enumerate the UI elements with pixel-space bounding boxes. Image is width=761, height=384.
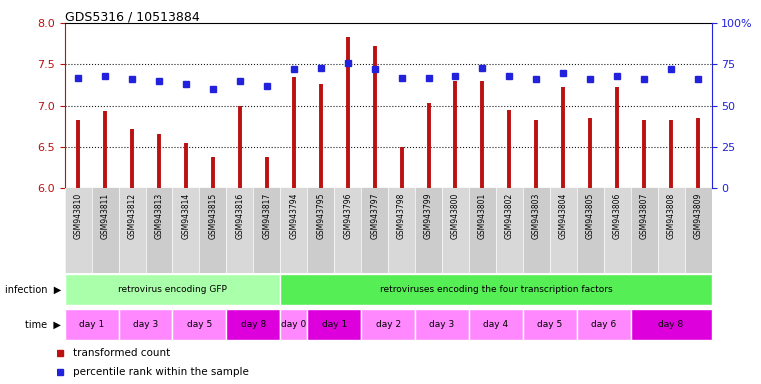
Bar (307, 188, 334, 273)
Bar (65, 274, 280, 306)
Bar (577, 309, 631, 340)
Bar (280, 309, 307, 340)
Bar (145, 188, 173, 273)
Text: GSM943814: GSM943814 (181, 192, 190, 238)
Bar (603, 188, 631, 273)
Text: percentile rank within the sample: percentile rank within the sample (74, 367, 250, 377)
Text: GSM943815: GSM943815 (209, 192, 218, 238)
Bar (415, 188, 442, 273)
Text: retroviruses encoding the four transcription factors: retroviruses encoding the four transcrip… (380, 285, 613, 295)
Bar (523, 309, 577, 340)
Bar (227, 309, 280, 340)
Bar (199, 188, 227, 273)
Bar (361, 309, 415, 340)
Text: day 8: day 8 (658, 320, 683, 329)
Text: GSM943794: GSM943794 (289, 192, 298, 239)
Text: day 3: day 3 (133, 320, 158, 329)
Bar (496, 188, 523, 273)
Bar (91, 188, 119, 273)
Bar (119, 309, 173, 340)
Text: GSM943800: GSM943800 (451, 192, 460, 239)
Text: GSM943805: GSM943805 (586, 192, 595, 239)
Bar (631, 309, 712, 340)
Bar (550, 188, 577, 273)
Bar (361, 188, 388, 273)
Text: day 8: day 8 (240, 320, 266, 329)
Bar (280, 274, 712, 306)
Text: GSM943796: GSM943796 (343, 192, 352, 239)
Bar (469, 309, 523, 340)
Bar (253, 188, 280, 273)
Text: GSM943809: GSM943809 (693, 192, 702, 239)
Text: GSM943804: GSM943804 (559, 192, 568, 239)
Text: GDS5316 / 10513884: GDS5316 / 10513884 (65, 10, 199, 23)
Bar (227, 188, 253, 273)
Bar (631, 188, 658, 273)
Text: GSM943808: GSM943808 (667, 192, 676, 238)
Bar (280, 188, 307, 273)
Bar (173, 188, 199, 273)
Text: day 2: day 2 (375, 320, 401, 329)
Bar (119, 188, 145, 273)
Text: GSM943798: GSM943798 (397, 192, 406, 239)
Bar (415, 309, 469, 340)
Text: day 5: day 5 (537, 320, 562, 329)
Text: GSM943802: GSM943802 (505, 192, 514, 238)
Bar (469, 188, 496, 273)
Text: GSM943806: GSM943806 (613, 192, 622, 239)
Text: day 1: day 1 (322, 320, 347, 329)
Text: infection  ▶: infection ▶ (5, 285, 61, 295)
Bar (65, 309, 119, 340)
Text: GSM943797: GSM943797 (370, 192, 379, 239)
Bar (658, 188, 685, 273)
Text: GSM943810: GSM943810 (74, 192, 83, 238)
Text: retrovirus encoding GFP: retrovirus encoding GFP (118, 285, 227, 295)
Text: GSM943795: GSM943795 (317, 192, 325, 239)
Text: transformed count: transformed count (74, 348, 170, 358)
Text: day 0: day 0 (281, 320, 307, 329)
Text: GSM943807: GSM943807 (640, 192, 648, 239)
Text: day 1: day 1 (79, 320, 104, 329)
Bar (685, 188, 712, 273)
Text: day 6: day 6 (591, 320, 616, 329)
Text: GSM943817: GSM943817 (263, 192, 272, 238)
Bar (523, 188, 550, 273)
Text: GSM943801: GSM943801 (478, 192, 487, 238)
Text: GSM943812: GSM943812 (128, 192, 136, 238)
Bar (307, 309, 361, 340)
Text: GSM943813: GSM943813 (154, 192, 164, 238)
Text: GSM943799: GSM943799 (424, 192, 433, 239)
Text: day 5: day 5 (186, 320, 212, 329)
Text: day 4: day 4 (483, 320, 508, 329)
Bar (173, 309, 227, 340)
Bar (334, 188, 361, 273)
Bar (577, 188, 603, 273)
Text: GSM943816: GSM943816 (235, 192, 244, 238)
Text: time  ▶: time ▶ (25, 319, 61, 329)
Bar (388, 188, 415, 273)
Text: GSM943803: GSM943803 (532, 192, 541, 239)
Bar (442, 188, 469, 273)
Text: day 3: day 3 (429, 320, 454, 329)
Bar (65, 188, 91, 273)
Text: GSM943811: GSM943811 (100, 192, 110, 238)
